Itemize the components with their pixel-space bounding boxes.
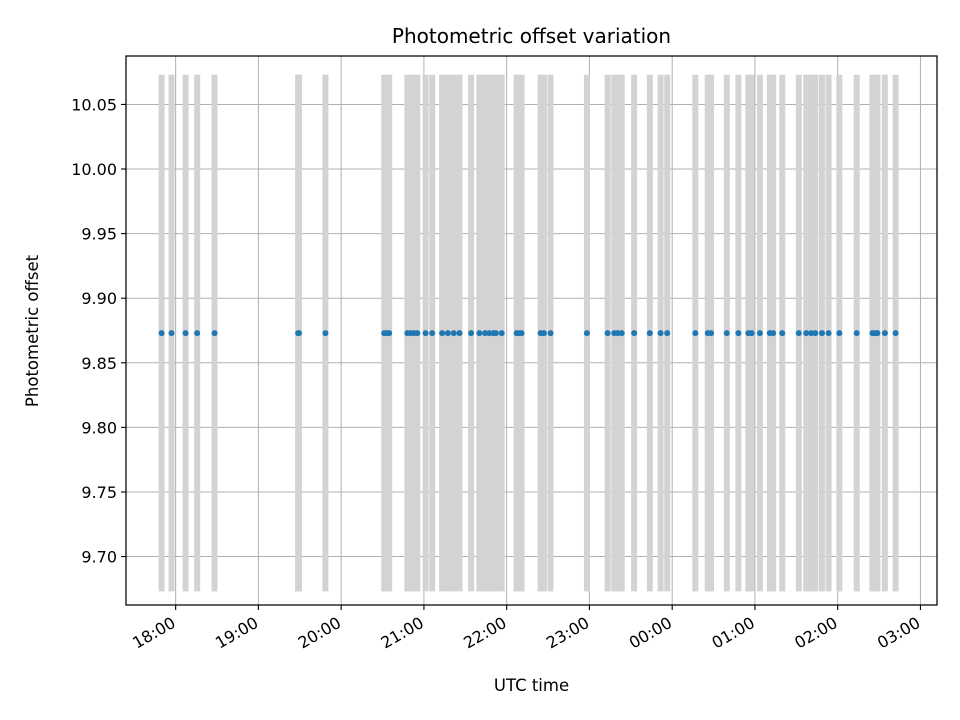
data-point [498,330,505,337]
data-point [874,330,881,337]
data-point [657,330,664,337]
data-point [518,330,525,337]
data-point [812,330,819,337]
data-point [723,330,730,337]
data-point [748,330,755,337]
y-tick-label: 9.90 [81,289,117,308]
x-axis-label: UTC time [494,676,569,695]
data-point [646,330,653,337]
data-points [158,330,899,337]
data-point [476,330,483,337]
y-tick-label: 9.95 [81,225,117,244]
data-point [692,330,699,337]
data-point [836,330,843,337]
data-point [853,330,860,337]
y-tick-label: 9.75 [81,483,117,502]
data-point [708,330,715,337]
data-point [825,330,832,337]
data-point [444,330,451,337]
data-point [295,330,302,337]
data-point [618,330,625,337]
data-point [456,330,463,337]
data-point [422,330,429,337]
chart-title: Photometric offset variation [392,24,671,48]
data-point [756,330,763,337]
data-point [486,330,493,337]
data-point [158,330,165,337]
data-point [808,330,815,337]
y-tick-label: 9.80 [81,418,117,437]
data-point [540,330,547,337]
data-point [770,330,777,337]
data-point [439,330,446,337]
data-point [795,330,802,337]
data-point [881,330,888,337]
y-axis-label: Photometric offset [23,254,42,407]
data-point [779,330,786,337]
plot-area-frame [125,55,938,606]
data-point [322,330,329,337]
data-point [803,330,810,337]
data-point [614,330,621,337]
data-point [818,330,825,337]
data-point [492,330,499,337]
data-point [194,330,201,337]
y-tick-label: 10.00 [71,160,117,179]
data-point [735,330,742,337]
data-point [482,330,489,337]
data-point [386,330,393,337]
data-point [414,330,421,337]
y-tick-label: 9.70 [81,548,117,567]
data-point [664,330,671,337]
data-point [583,330,590,337]
data-point [429,330,436,337]
data-point [168,330,175,337]
data-point [547,330,554,337]
data-point [604,330,611,337]
data-point [892,330,899,337]
data-point [468,330,475,337]
data-point [631,330,638,337]
y-axis-ticks: 9.70 9.75 9.80 9.85 9.90 9.95 10.00 10.05 [71,95,126,567]
y-tick-label: 9.85 [81,354,117,373]
data-point [450,330,457,337]
data-point [182,330,189,337]
data-point [211,330,218,337]
y-tick-label: 10.05 [71,95,117,114]
